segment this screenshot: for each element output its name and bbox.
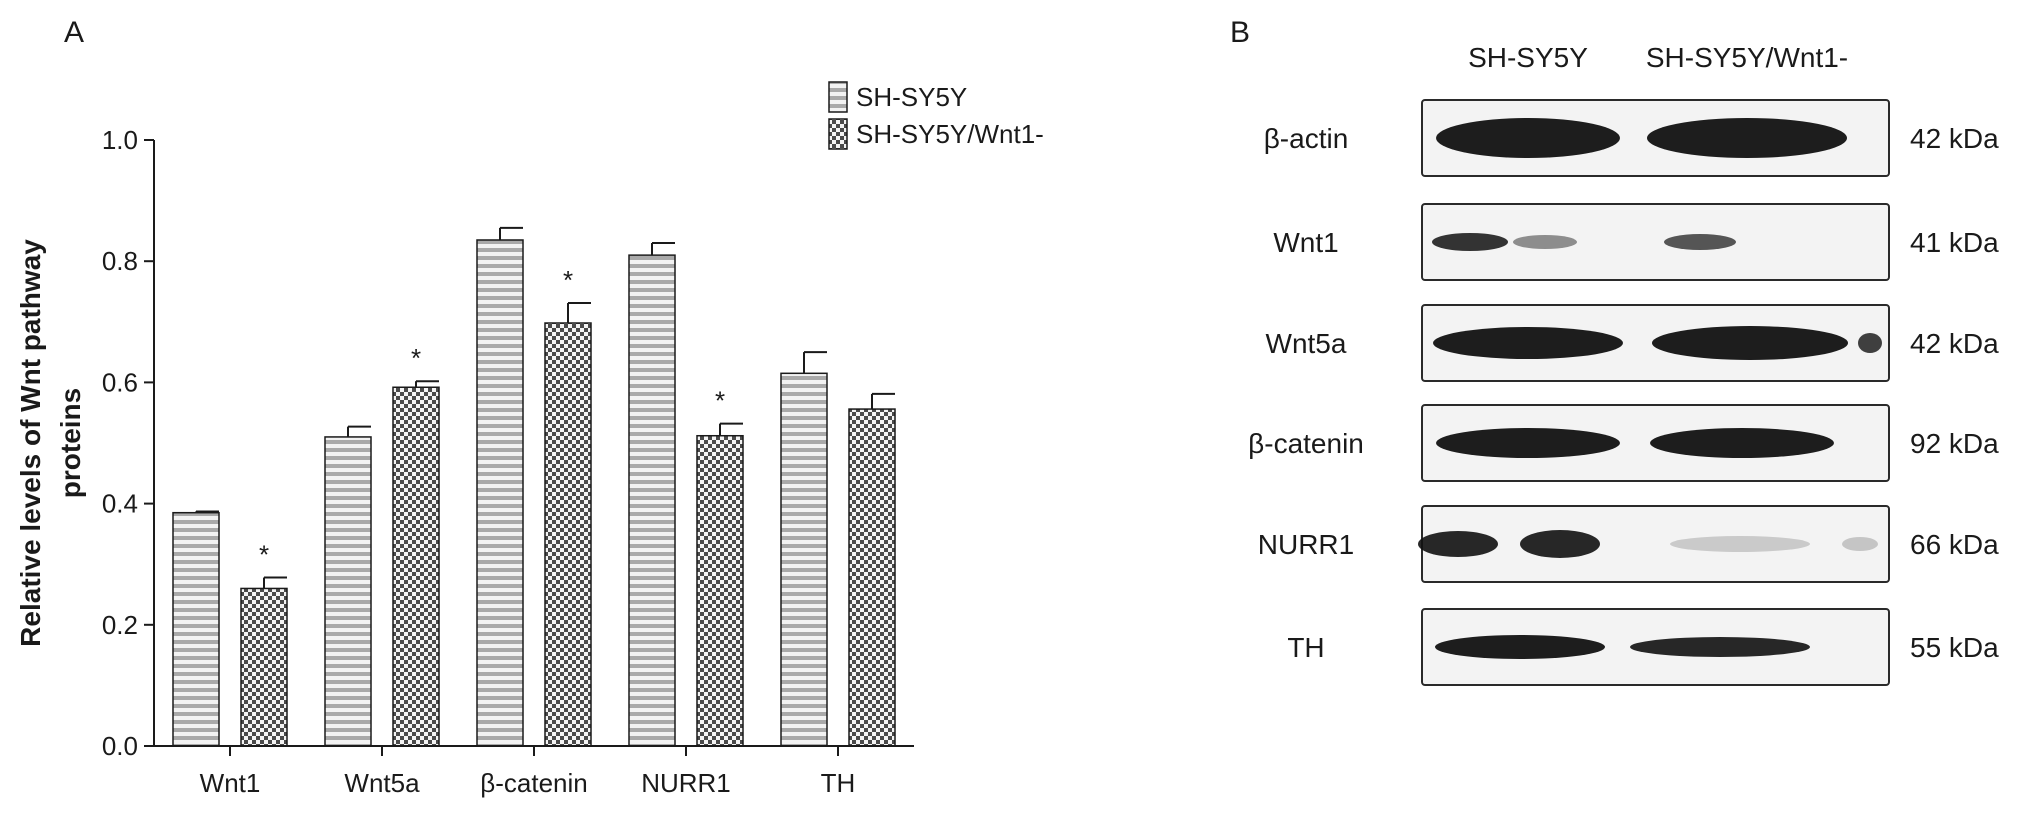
- blot-row-label: Wnt5a: [1266, 328, 1347, 359]
- blot-band: [1436, 428, 1620, 458]
- western-blot: SH-SY5Y SH-SY5Y/Wnt1- β-actin 42 kDa Wnt1 4…: [1248, 42, 1999, 686]
- blot-band: [1650, 428, 1834, 458]
- blot-band: [1652, 326, 1848, 360]
- blot-row-label: Wnt1: [1273, 227, 1338, 258]
- legend-swatch-wnt1-knockdown: [828, 118, 848, 150]
- x-tick-label: β-catenin: [480, 768, 587, 798]
- panel-b-label: B: [1230, 16, 1250, 49]
- blot-band: [1513, 235, 1577, 249]
- blot-band: [1436, 118, 1620, 158]
- significance-marker: *: [411, 343, 421, 373]
- blot-band: [1670, 536, 1810, 552]
- blot-size-label: 92 kDa: [1910, 428, 1999, 459]
- blot-row-label: β-catenin: [1248, 428, 1364, 459]
- blot-strip: [1421, 203, 1890, 281]
- bar-sh-sy5y: [172, 511, 220, 747]
- bar-chart: 0.0 0.2 0.4 0.6 0.8 1.0 Wnt1 * Wnt5a * β-catenin * N…: [15, 81, 1044, 798]
- bar-wnt1-knockdown: [392, 386, 440, 747]
- legend: SH-SY5Y SH-SY5Y/Wnt1-: [828, 81, 1044, 150]
- legend-label-sh-sy5y: SH-SY5Y: [856, 82, 967, 112]
- y-tick-label: 0.2: [102, 610, 138, 640]
- bar-wnt1-knockdown: [544, 322, 592, 747]
- blot-band: [1435, 635, 1605, 659]
- significance-marker: *: [259, 540, 269, 570]
- blot-band: [1520, 530, 1600, 558]
- y-axis-label-line2: proteins: [55, 388, 86, 498]
- y-tick-label: 1.0: [102, 125, 138, 155]
- blot-band: [1842, 537, 1878, 551]
- y-tick-label: 0.6: [102, 367, 138, 397]
- blot-row-label: TH: [1287, 632, 1324, 663]
- panel-a-label: A: [64, 16, 84, 49]
- x-tick-label: NURR1: [641, 768, 731, 798]
- blot-size-label: 41 kDa: [1910, 227, 1999, 258]
- y-tick-label: 0.0: [102, 731, 138, 761]
- blot-band: [1432, 233, 1508, 251]
- significance-marker: *: [715, 386, 725, 416]
- bar-sh-sy5y: [476, 239, 524, 747]
- y-tick-label: 0.4: [102, 489, 138, 519]
- blot-band: [1664, 234, 1736, 250]
- blot-column-header-wnt1-knockdown: SH-SY5Y/Wnt1-: [1646, 42, 1848, 73]
- blot-band: [1630, 637, 1810, 657]
- y-axis-label-line1: Relative levels of Wnt pathway: [15, 239, 46, 647]
- legend-swatch-sh-sy5y: [828, 81, 848, 113]
- bar-wnt1-knockdown: [848, 408, 896, 747]
- legend-label-wnt1-knockdown: SH-SY5Y/Wnt1-: [856, 119, 1044, 149]
- blot-size-label: 42 kDa: [1910, 123, 1999, 154]
- blot-row-label: β-actin: [1264, 123, 1349, 154]
- x-tick-label: Wnt5a: [344, 768, 420, 798]
- blot-size-label: 55 kDa: [1910, 632, 1999, 663]
- bar-wnt1-knockdown: [240, 587, 288, 747]
- blot-size-label: 42 kDa: [1910, 328, 1999, 359]
- blot-band: [1858, 333, 1882, 353]
- blot-size-label: 66 kDa: [1910, 529, 1999, 560]
- bar-sh-sy5y: [324, 436, 372, 747]
- y-tick-label: 0.8: [102, 246, 138, 276]
- blot-band: [1647, 118, 1847, 158]
- x-tick-label: Wnt1: [200, 768, 261, 798]
- bar-wnt1-knockdown: [696, 434, 744, 747]
- blot-row-label: NURR1: [1258, 529, 1354, 560]
- blot-column-header-sh-sy5y: SH-SY5Y: [1468, 42, 1588, 73]
- significance-marker: *: [563, 265, 573, 295]
- x-tick-label: TH: [821, 768, 856, 798]
- bar-sh-sy5y: [780, 372, 828, 747]
- blot-band: [1433, 327, 1623, 359]
- bar-sh-sy5y: [628, 254, 676, 747]
- blot-band: [1418, 531, 1498, 557]
